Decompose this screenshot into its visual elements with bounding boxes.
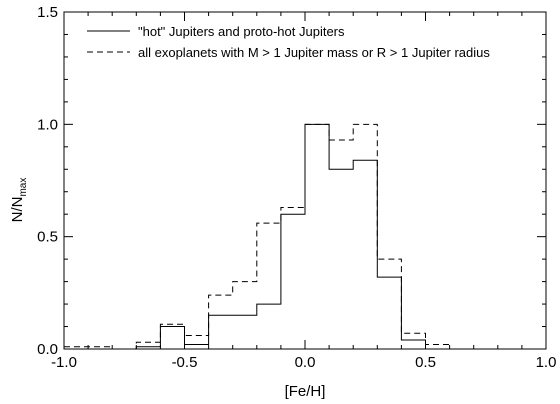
tick-layer: -1.0 -0.5 0.0 0.5 1.0 0.0 0.5 1.0 1.5 xyxy=(37,4,556,371)
y-tick-label: 0.0 xyxy=(37,341,58,358)
series-layer xyxy=(64,123,546,350)
x-tick-label: -1.0 xyxy=(51,354,77,371)
legend: "hot" Jupiters and proto-hot Jupiters al… xyxy=(87,24,490,60)
x-axis-label: [Fe/H] xyxy=(285,383,326,399)
x-tick-label: 0.0 xyxy=(295,354,316,371)
x-tick-label: 0.5 xyxy=(415,354,436,371)
y-tick-label: 1.0 xyxy=(37,116,58,133)
y-tick-label: 0.5 xyxy=(37,229,58,246)
y-tick-label: 1.5 xyxy=(37,4,58,21)
legend-label-all-exoplanets: all exoplanets with M > 1 Jupiter mass o… xyxy=(138,45,490,60)
series-hot-jupiters-step xyxy=(64,123,546,350)
x-tick-label: -0.5 xyxy=(172,354,198,371)
y-axis-label-main: N/N xyxy=(9,197,26,223)
x-tick-label: 1.0 xyxy=(536,354,557,371)
y-axis-label: N/Nmax xyxy=(9,178,29,223)
legend-label-hot-jupiters: "hot" Jupiters and proto-hot Jupiters xyxy=(138,24,345,39)
y-axis-label-subscript: max xyxy=(18,178,29,197)
series-all-exoplanets-step xyxy=(64,123,546,350)
svg-text:N/Nmax: N/Nmax xyxy=(9,178,29,223)
